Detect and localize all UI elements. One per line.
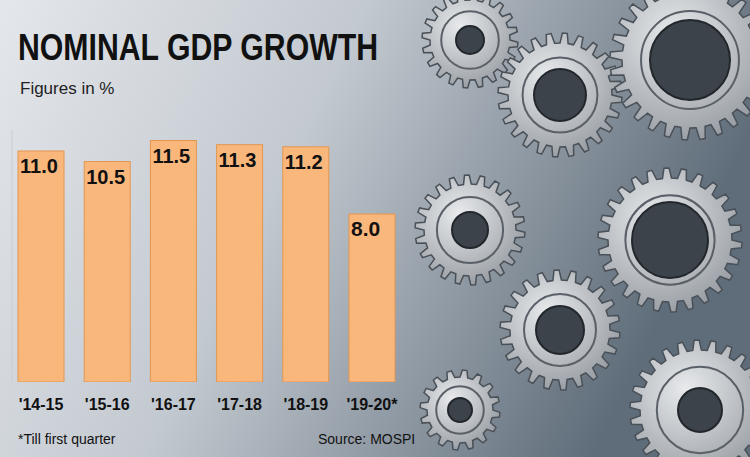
bar: [150, 141, 196, 383]
gear-ring: [641, 11, 739, 109]
bar: [217, 145, 263, 382]
gear-teeth: [498, 33, 622, 157]
gear-ring: [625, 195, 714, 284]
subtitle: Figures in %: [20, 79, 114, 98]
x-tick-label: '19-20*: [347, 396, 399, 413]
data-label: 10.5: [86, 166, 125, 188]
bar: [84, 162, 130, 383]
gear-ring: [657, 367, 743, 453]
data-label: 8.0: [351, 217, 380, 240]
gear-hole: [456, 26, 484, 54]
gear-ring: [523, 58, 598, 133]
bar: [18, 151, 64, 382]
gear-teeth: [420, 370, 500, 450]
data-label: 11.2: [285, 151, 323, 173]
gear-teeth: [610, 0, 750, 140]
gear: [630, 340, 750, 457]
footnote: *Till first quarter: [18, 431, 116, 447]
gear-hole: [678, 388, 722, 432]
data-label: 11.0: [20, 155, 58, 177]
x-tick-label: '14-15: [19, 396, 64, 413]
bar: [283, 147, 329, 382]
gear-ring: [437, 197, 503, 263]
gear-hole: [650, 20, 730, 100]
gear: [610, 0, 750, 140]
gear-hole: [536, 306, 584, 354]
gear-hole: [632, 202, 708, 278]
source: Source: MOSPI: [318, 431, 415, 447]
gear-teeth: [415, 175, 525, 285]
gear-ring: [441, 11, 499, 69]
x-tick-label: '18-19: [283, 396, 328, 413]
bars: [18, 141, 395, 383]
bar: [349, 214, 395, 382]
x-tick-label: '16-17: [151, 396, 196, 413]
gear: [498, 33, 622, 157]
gear: [415, 175, 525, 285]
gear: [598, 168, 742, 312]
title: NOMINAL GDP GROWTH: [18, 27, 378, 68]
gear-teeth: [630, 340, 750, 457]
gear-hole: [452, 212, 488, 248]
gear-ring: [524, 294, 596, 366]
data-label: 11.3: [219, 149, 257, 171]
gear-hole: [448, 398, 472, 422]
gear: [500, 270, 620, 390]
gear-hole: [534, 69, 586, 121]
x-tick-label: '15-16: [85, 396, 130, 413]
gear-teeth: [500, 270, 620, 390]
data-label: 11.5: [152, 145, 190, 167]
x-tick-label: '17-18: [217, 396, 262, 413]
gear-teeth: [598, 168, 742, 312]
gear: [420, 370, 500, 450]
y-axis-line: [12, 130, 13, 382]
gear-ring: [436, 386, 484, 434]
